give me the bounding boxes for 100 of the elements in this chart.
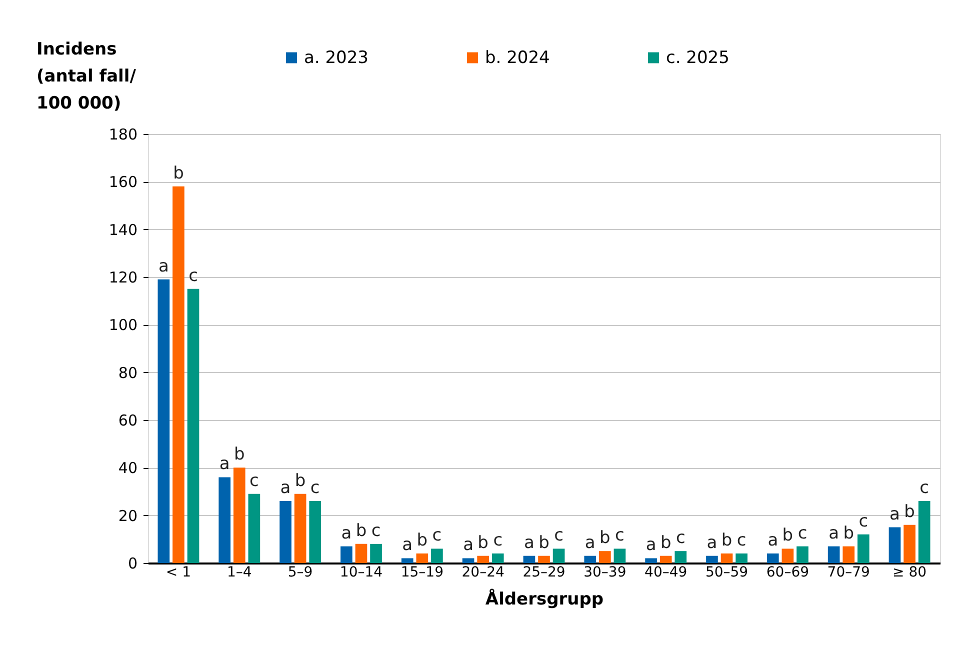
y-tick-label: 20: [118, 506, 138, 525]
bar: [309, 501, 322, 563]
data-label: c: [493, 530, 503, 550]
bar: [248, 494, 260, 563]
bar: [218, 477, 231, 563]
x-tick-label: 40–49: [644, 564, 688, 580]
y-axis-title: Incidens (antal fall/ 100 000): [36, 40, 137, 114]
data-label: a: [768, 530, 778, 550]
x-tick-label: 50–59: [705, 564, 748, 580]
x-tick-label: ≥ 80: [892, 564, 927, 580]
y-tick-label: 0: [128, 554, 138, 572]
bar: [766, 553, 779, 563]
data-label: a: [646, 535, 656, 556]
bar: [584, 556, 596, 563]
data-label: b: [904, 502, 915, 522]
y-tick-label: 140: [108, 220, 138, 239]
data-label: b: [478, 532, 488, 553]
data-label: a: [402, 535, 413, 556]
y-tick-label: 100: [108, 316, 138, 334]
bar: [904, 524, 916, 563]
x-tick-label: 70–79: [827, 564, 870, 580]
legend-label: b. 2024: [485, 48, 550, 68]
legend-label: a. 2023: [304, 48, 368, 68]
data-label: c: [736, 530, 746, 550]
data-label: b: [356, 520, 367, 541]
bar: [416, 553, 428, 563]
data-label: b: [416, 530, 428, 550]
data-label: a: [158, 256, 169, 276]
bar: [552, 548, 565, 563]
bar: [599, 551, 611, 563]
data-label: a: [524, 532, 534, 553]
bar: [187, 288, 200, 563]
data-label: a: [890, 504, 900, 524]
bar: [340, 546, 352, 563]
y-tick-label: 40: [118, 459, 138, 478]
x-tick-label: 5–9: [288, 564, 313, 580]
y-tick-label: 180: [108, 126, 138, 144]
data-label: b: [173, 163, 184, 184]
data-label: a: [463, 535, 474, 556]
x-tick-label: < 1: [166, 564, 192, 580]
bar: [294, 494, 306, 563]
data-label: c: [920, 478, 930, 498]
bar: [782, 548, 794, 563]
y-tick-label: 160: [108, 173, 138, 192]
data-label: b: [538, 532, 550, 553]
bar: [401, 558, 414, 563]
legend-label: c. 2025: [666, 48, 730, 68]
data-label: b: [234, 444, 245, 465]
data-label: c: [250, 470, 259, 491]
data-label: a: [706, 532, 718, 553]
x-tick-label: 20–24: [462, 564, 504, 580]
bar: [842, 546, 855, 563]
data-label: c: [554, 526, 564, 546]
bar: [477, 556, 489, 563]
bar: [645, 558, 657, 563]
data-label: c: [798, 523, 808, 544]
data-label: b: [721, 530, 732, 550]
bar: [355, 544, 368, 563]
x-axis-title: Åldersgrupp: [485, 588, 604, 610]
bar: [674, 551, 687, 563]
bar: [857, 534, 870, 563]
data-label: b: [294, 470, 306, 491]
data-label: c: [310, 478, 320, 498]
data-label: c: [676, 528, 686, 548]
x-tick-label: 10–14: [340, 564, 383, 580]
bar: [158, 279, 170, 563]
bar: [706, 556, 718, 563]
bar: [828, 546, 840, 563]
bar: [918, 501, 930, 563]
x-tick-label: 25–29: [522, 564, 566, 580]
bar: [660, 556, 672, 563]
bar: [614, 548, 626, 563]
data-label: b: [782, 526, 794, 546]
x-tick-label: 1–4: [226, 564, 252, 580]
x-tick-label: 60–69: [766, 564, 810, 580]
data-label: a: [828, 523, 840, 544]
data-label: c: [188, 266, 198, 286]
bar: [431, 548, 443, 563]
bar: [462, 558, 474, 563]
bar: [280, 501, 292, 563]
data-label: a: [584, 532, 596, 553]
bar: [233, 468, 246, 563]
data-label: c: [858, 511, 868, 532]
data-label: c: [432, 526, 442, 546]
x-tick-label: 30–39: [584, 564, 626, 580]
y-tick-label: 60: [118, 412, 138, 430]
data-label: c: [371, 520, 381, 541]
bar: [736, 553, 748, 563]
data-label: a: [219, 454, 230, 474]
bar: [523, 556, 536, 563]
data-label: a: [280, 478, 291, 498]
x-tick-label: 15–19: [400, 564, 444, 580]
bar: [370, 544, 382, 563]
bar: [720, 553, 733, 563]
data-label: c: [615, 526, 624, 546]
bar: [172, 186, 184, 563]
bar: [538, 556, 550, 563]
bar: [492, 553, 504, 563]
y-tick-label: 80: [118, 364, 138, 382]
bar: [796, 546, 808, 563]
